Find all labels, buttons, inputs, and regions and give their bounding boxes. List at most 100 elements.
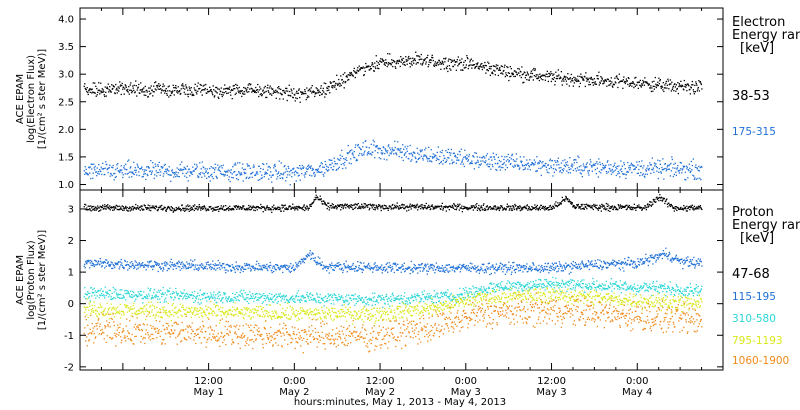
data-point: [108, 265, 110, 267]
data-point: [496, 169, 498, 171]
data-point: [241, 207, 243, 209]
data-point: [297, 264, 299, 266]
data-point: [171, 207, 173, 209]
data-point: [468, 64, 470, 66]
data-point: [444, 161, 446, 163]
data-point: [595, 83, 597, 85]
data-point: [210, 263, 212, 265]
data-point: [453, 267, 455, 269]
data-point: [578, 80, 580, 82]
data-point: [118, 268, 120, 270]
data-point: [293, 88, 295, 90]
data-point: [653, 200, 655, 203]
data-point: [397, 205, 399, 207]
data-point: [165, 90, 167, 92]
data-point: [598, 84, 600, 86]
data-point: [512, 159, 514, 161]
data-point: [283, 205, 285, 207]
data-point: [575, 159, 577, 161]
data-point: [508, 261, 510, 263]
data-point: [455, 268, 457, 270]
data-point: [342, 82, 344, 84]
data-point: [266, 268, 268, 270]
data-point: [579, 268, 581, 270]
data-point: [576, 204, 578, 206]
data-point: [554, 80, 556, 82]
data-point: [188, 86, 190, 88]
data-point: [305, 98, 307, 101]
data-point: [129, 262, 131, 264]
data-point: [607, 209, 609, 212]
data-point: [652, 198, 654, 201]
data-point: [444, 157, 446, 159]
data-point: [506, 271, 508, 273]
data-point: [268, 165, 270, 168]
data-point: [429, 208, 431, 211]
y-tick-label: 1.5: [58, 152, 74, 163]
data-point: [379, 205, 381, 208]
data-point: [486, 153, 488, 155]
data-point: [622, 173, 624, 175]
data-point: [696, 90, 698, 92]
data-point: [590, 206, 592, 208]
data-point: [697, 206, 699, 209]
data-point: [330, 82, 332, 84]
data-point: [164, 261, 166, 263]
data-point: [527, 208, 529, 210]
data-point: [391, 62, 393, 64]
data-point: [102, 204, 104, 206]
data-point: [678, 83, 680, 85]
data-point: [425, 63, 427, 65]
data-point: [491, 159, 493, 161]
data-point: [529, 268, 531, 270]
data-point: [281, 204, 283, 206]
data-point: [262, 90, 264, 92]
data-point: [395, 67, 397, 69]
data-point: [628, 165, 630, 167]
data-point: [682, 85, 684, 87]
data-point: [172, 211, 174, 213]
data-point: [235, 205, 237, 207]
data-point: [475, 163, 477, 165]
y-tick-label: 4.0: [58, 15, 74, 26]
data-point: [538, 79, 540, 82]
data-point: [385, 263, 387, 266]
data-point: [295, 265, 297, 267]
data-point: [294, 207, 296, 210]
data-point: [528, 267, 530, 270]
data-point: [681, 169, 683, 171]
data-point: [625, 177, 627, 180]
data-point: [275, 169, 277, 171]
data-point: [456, 207, 458, 209]
data-point: [447, 270, 449, 272]
data-point: [136, 89, 138, 91]
data-point: [583, 165, 585, 167]
data-point: [137, 87, 139, 89]
data-point: [154, 174, 156, 176]
data-point: [296, 207, 298, 209]
data-point: [606, 208, 608, 210]
data-point: [225, 87, 227, 90]
data-point: [121, 82, 123, 85]
data-point: [469, 262, 471, 264]
data-point: [84, 87, 86, 89]
data-point: [126, 209, 128, 211]
data-point: [234, 271, 236, 273]
data-point: [365, 140, 367, 142]
data-point: [512, 205, 514, 208]
data-point: [245, 88, 247, 90]
data-point: [232, 208, 234, 211]
data-point: [296, 172, 298, 174]
data-point: [278, 88, 280, 90]
data-point: [489, 206, 491, 208]
data-point: [332, 206, 334, 208]
data-point: [249, 88, 251, 90]
data-point: [308, 207, 310, 209]
data-point: [380, 207, 382, 209]
data-point: [239, 162, 241, 164]
data-point: [511, 154, 513, 157]
data-point: [550, 167, 552, 169]
data-point: [559, 265, 561, 268]
data-point: [153, 265, 155, 267]
data-point: [220, 90, 222, 93]
